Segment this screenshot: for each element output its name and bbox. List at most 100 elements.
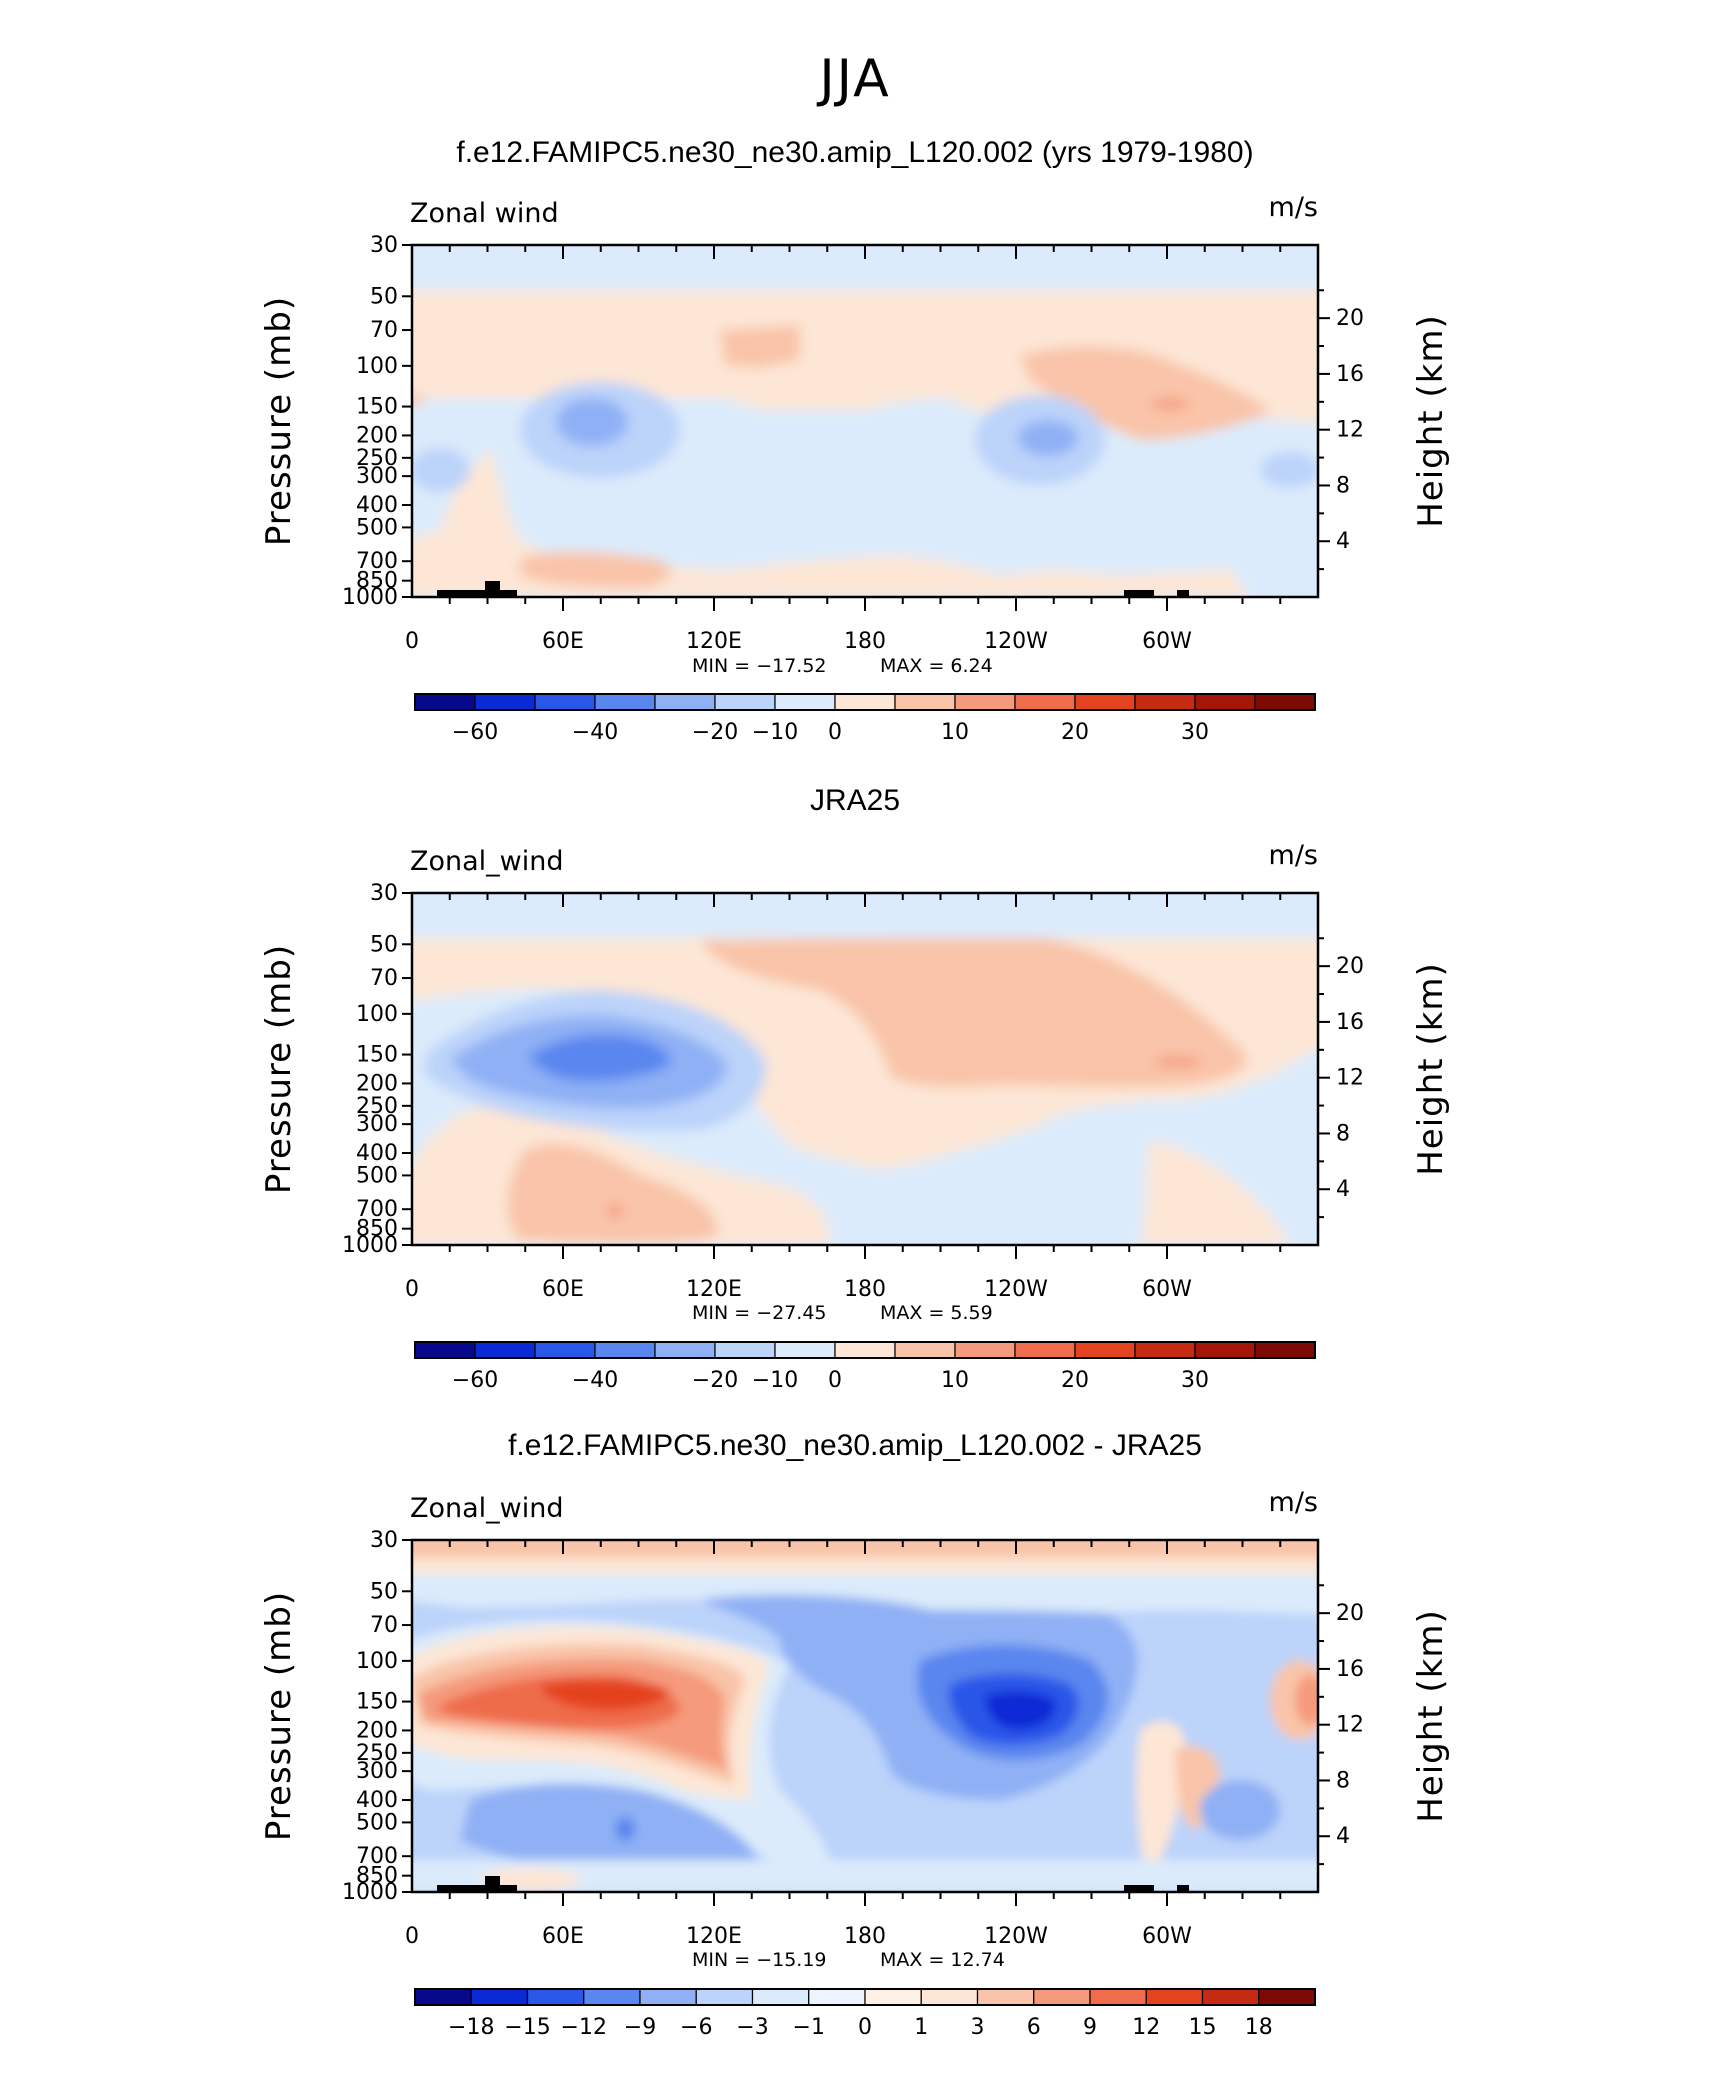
y-tick-label: 250 [356, 1741, 398, 1766]
colorbar-label: 30 [1181, 1368, 1209, 1393]
y-tick-label: 200 [356, 423, 398, 448]
contour-upper-westerly-peak [1154, 1057, 1202, 1067]
x-tick-label: 120W [984, 1277, 1048, 1302]
colorbar-label: −15 [504, 2015, 550, 2040]
colorbar-swatch [1145, 1988, 1204, 2006]
y-tick-label: 850 [356, 569, 398, 594]
contour-cold-diff-east [1200, 1780, 1280, 1840]
y-tick-label: 200 [356, 1718, 398, 1743]
colorbar-label: 1 [914, 2015, 928, 2040]
colorbar-label: −12 [561, 2015, 607, 2040]
colorbar-swatch [834, 1341, 896, 1359]
y-tick-label: 100 [356, 1649, 398, 1674]
contour-easterly-edge-w [412, 448, 470, 492]
min-value: MIN = −17.52 [692, 655, 827, 677]
units-label: m/s [1269, 192, 1318, 223]
colorbar-swatch [864, 1988, 922, 2006]
colorbar-label: −60 [452, 720, 498, 745]
y-tick-label: 150 [356, 1690, 398, 1715]
contour-low-level-peak [507, 1144, 719, 1244]
y-tick-label: 150 [356, 395, 398, 420]
colorbar-swatch [1074, 693, 1136, 711]
contour-warm-diff-east-core [1295, 1675, 1318, 1725]
y-tick-label: 1000 [342, 1233, 398, 1258]
colorbar: −60 −40 −20 −10 0 10 20 30 [414, 1341, 1316, 1393]
contour-easterly-core-east [1018, 420, 1078, 456]
y-axis-label: Pressure (mb) [259, 1591, 299, 1841]
contour-upper-westerly-b [1020, 346, 1270, 440]
contour-edge-westerly [412, 395, 425, 405]
colorbar-label: 10 [941, 1368, 969, 1393]
y-tick-label: 70 [370, 318, 398, 343]
panel-1: f.e12.FAMIPC5.ne30_ne30.amip_L120.002 (y… [259, 136, 1451, 745]
colorbar-label: −40 [572, 720, 618, 745]
contour-warm-diff-pacific [1136, 1721, 1185, 1864]
colorbar-label: 10 [941, 720, 969, 745]
colorbar-swatch [474, 693, 536, 711]
units-label: m/s [1269, 840, 1318, 871]
colorbar-swatch [1194, 1341, 1256, 1359]
contour-upper-westerly-a [720, 325, 800, 368]
y-right-tick-label: 16 [1336, 1010, 1364, 1035]
x-tick-label: 180 [844, 629, 886, 654]
y-tick-label: 100 [356, 354, 398, 379]
field-label: Zonal wind [410, 198, 559, 229]
x-tick-label: 120E [686, 1924, 742, 1949]
y-tick-label: 300 [356, 1759, 398, 1784]
colorbar-swatch [976, 1988, 1035, 2006]
y-tick-label: 50 [370, 1579, 398, 1604]
y-tick-label: 400 [356, 1788, 398, 1813]
x-tick-label: 120W [984, 629, 1048, 654]
x-tick-label: 120W [984, 1924, 1048, 1949]
x-tick-label: 60E [542, 1924, 584, 1949]
contour-upper-westerly [700, 938, 1247, 1088]
topography [437, 581, 1189, 597]
units-label: m/s [1269, 1487, 1318, 1518]
colorbar-label: 20 [1061, 1368, 1089, 1393]
y-tick-label: 300 [356, 464, 398, 489]
contour-field [412, 1540, 1318, 1892]
x-tick-label: 0 [405, 1277, 419, 1302]
panel-3: f.e12.FAMIPC5.ne30_ne30.amip_L120.002 - … [259, 1429, 1451, 2040]
colorbar-swatch [1074, 1341, 1136, 1359]
colorbar-swatch [654, 1341, 716, 1359]
figure-title: JJA [816, 49, 890, 109]
y-right-tick-label: 4 [1336, 1177, 1350, 1202]
contour-top-warm-edge [412, 1558, 1318, 1574]
colorbar-swatch [1254, 1341, 1316, 1359]
colorbar-label: 15 [1189, 2015, 1217, 2040]
y-tick-label: 1000 [342, 585, 398, 610]
colorbar-swatch [774, 1341, 836, 1359]
colorbar-swatch [534, 1341, 596, 1359]
contour-low-level-core [607, 1205, 623, 1217]
colorbar: −18 −15 −12 −9 −6 −3 −1 0 1 3 6 9 12 15 18 [414, 1988, 1316, 2040]
y-tick-label: 500 [356, 1810, 398, 1835]
colorbar-label: −1 [793, 2015, 825, 2040]
contour-easterly-edge-e [1260, 452, 1318, 488]
colorbar-label: 12 [1132, 2015, 1160, 2040]
contour-low-level-peak [520, 551, 671, 588]
colorbar-swatch [954, 1341, 1016, 1359]
y-right-tick-label: 4 [1336, 529, 1350, 554]
contour-cold-diff-lowlevel-core [615, 1817, 635, 1841]
y-right-tick-label: 8 [1336, 473, 1350, 498]
y-tick-label: 400 [356, 1141, 398, 1166]
colorbar-swatch [654, 693, 716, 711]
contour-surface-light [412, 1860, 1318, 1892]
x-tick-label: 60E [542, 629, 584, 654]
y-tick-label: 30 [370, 233, 398, 258]
y-tick-label: 250 [356, 446, 398, 471]
contour-low-level-west-hemisphere [1140, 1140, 1290, 1245]
x-tick-label: 180 [844, 1924, 886, 1949]
colorbar-frame [414, 1988, 1316, 2006]
x-tick-label: 180 [844, 1277, 886, 1302]
colorbar-swatch [1089, 1988, 1147, 2006]
max-value: MAX = 6.24 [880, 655, 993, 677]
colorbar-label: −10 [752, 720, 798, 745]
colorbar-swatch [414, 1341, 476, 1359]
colorbar-swatch [954, 693, 1016, 711]
colorbar-label: 0 [858, 2015, 872, 2040]
